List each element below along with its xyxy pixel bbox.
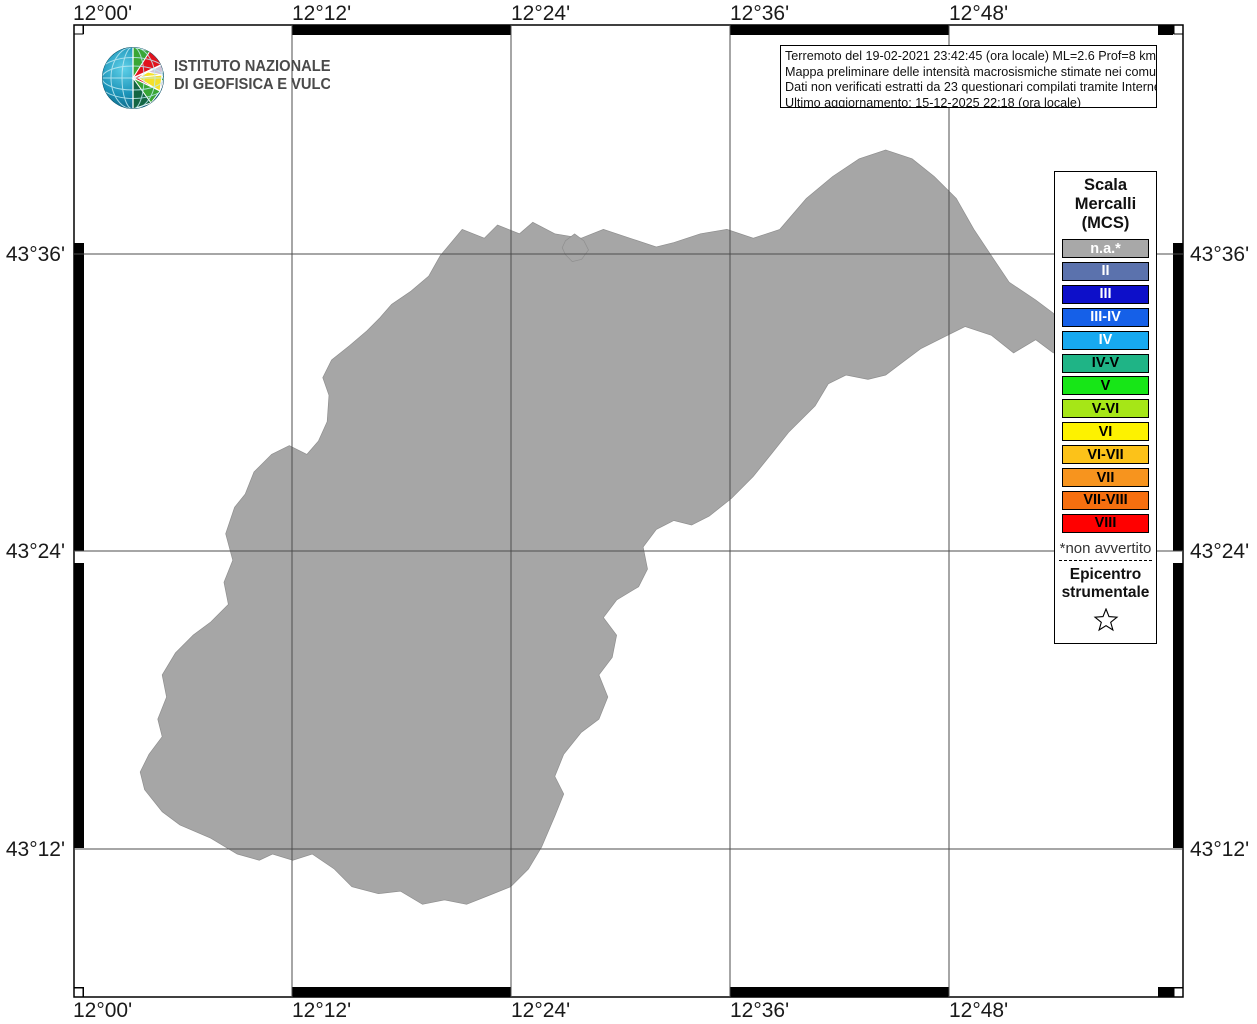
svg-text:ISTITUTO NAZIONALE: ISTITUTO NAZIONALE [174, 57, 330, 75]
svg-text:DI GEOFISICA E VULCANOLOGIA: DI GEOFISICA E VULCANOLOGIA [174, 75, 330, 93]
